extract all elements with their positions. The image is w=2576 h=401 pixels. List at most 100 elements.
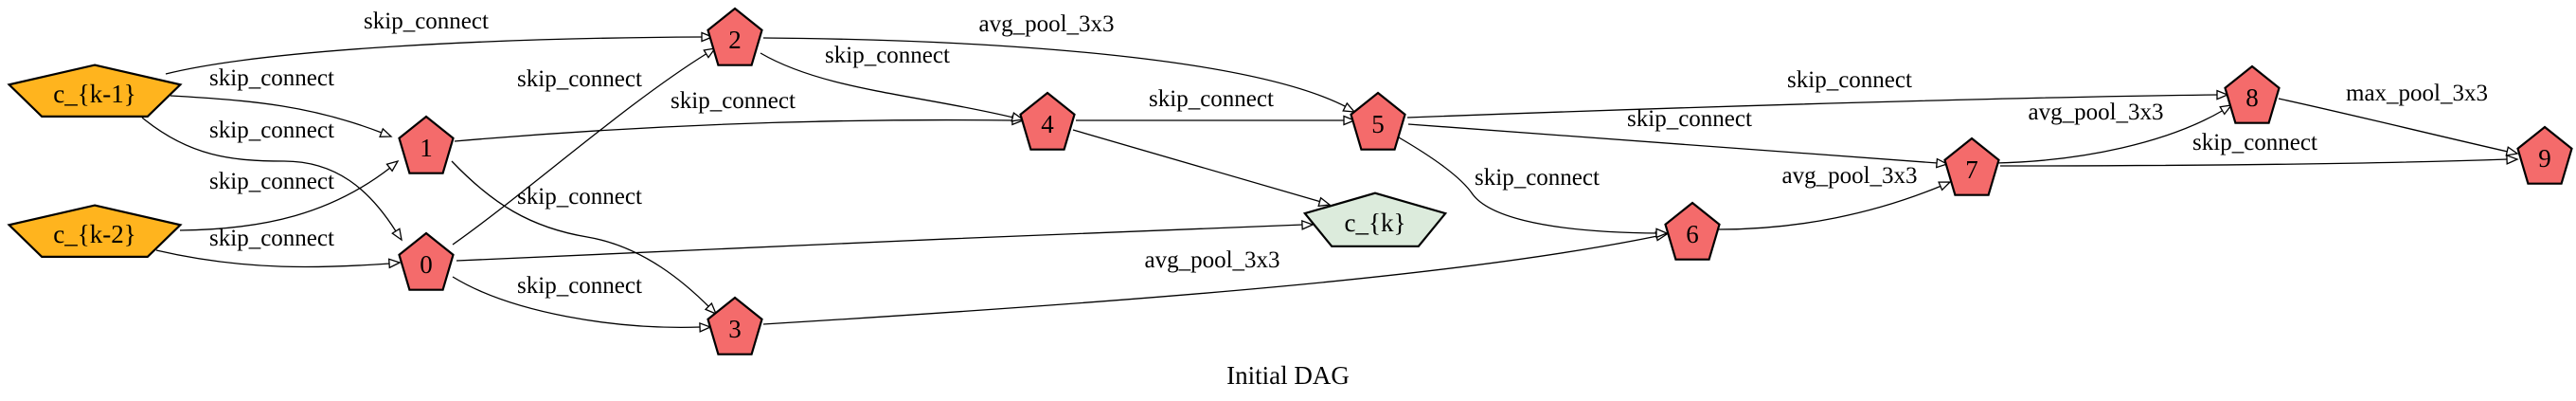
node-pentagon [1943, 137, 2000, 196]
node-n6: 6 [1664, 201, 1721, 261]
node-ck: c_{k} [1302, 191, 1448, 247]
node-pentagon [1664, 201, 1721, 261]
node-label: 7 [1965, 155, 1978, 184]
node-pentagon [7, 64, 183, 118]
edge-line [760, 52, 1014, 118]
arrowhead [379, 127, 393, 137]
edge-label: avg_pool_3x3 [1781, 163, 1917, 189]
node-pentagon [2224, 64, 2281, 124]
arrowhead [2505, 146, 2519, 156]
node-n7: 7 [1943, 137, 2000, 196]
node-n9: 9 [2516, 125, 2573, 185]
node-n5: 5 [1350, 91, 1406, 151]
edge-line [454, 118, 1014, 142]
node-label: 1 [420, 134, 433, 162]
node-label: 5 [1371, 110, 1385, 138]
edge-label: skip_connect [2192, 130, 2317, 155]
edge-line [170, 95, 383, 134]
edge-n1-to-n3 [451, 160, 718, 316]
edge-label: skip_connect [517, 66, 642, 92]
edge-label: skip_connect [1475, 165, 1600, 191]
edge-n5-to-n8 [1406, 89, 2229, 118]
node-ck1: c_{k-1} [7, 64, 183, 118]
node-pentagon [1019, 91, 1076, 151]
arrowhead [699, 321, 712, 333]
arrowhead [1301, 219, 1315, 230]
edge-label: skip_connect [517, 184, 642, 210]
node-pentagon [707, 296, 763, 355]
edge-n7-to-n8 [1995, 104, 2233, 164]
edge-n8-to-n9 [2278, 98, 2519, 156]
edge-label: skip_connect [209, 226, 334, 251]
edge-n0-to-ck [456, 219, 1315, 262]
edge-line [456, 224, 1304, 262]
edge-line [1995, 109, 2225, 164]
edge-line [155, 249, 391, 268]
arrowhead [1938, 181, 1952, 191]
node-n2: 2 [707, 7, 763, 66]
arrowhead [1343, 115, 1356, 126]
node-label: 3 [728, 315, 742, 343]
edge-line [1999, 158, 2509, 167]
edge-line [1072, 129, 1322, 203]
node-label: 4 [1041, 110, 1054, 138]
edge-n7-to-n9 [1999, 154, 2519, 167]
node-pentagon [1302, 191, 1448, 247]
node-pentagon [398, 115, 455, 174]
arrowhead [704, 301, 718, 316]
edge-n2-to-n4 [760, 52, 1025, 122]
edge-label: skip_connect [671, 88, 796, 114]
node-label: 0 [420, 250, 433, 279]
edge-label: skip_connect [825, 43, 950, 68]
edge-line [141, 117, 397, 232]
edge-line [451, 160, 711, 309]
edge-line [762, 235, 1658, 325]
arrowhead [2216, 89, 2229, 100]
node-pentagon [2516, 125, 2573, 185]
edge-line [179, 167, 391, 231]
edge-n0-to-n2 [452, 47, 717, 246]
edge-label: avg_pool_3x3 [978, 11, 1114, 37]
edge-label: max_pool_3x3 [2346, 81, 2488, 106]
edge-n2-to-n5 [762, 37, 1356, 113]
arrowhead [703, 47, 717, 59]
edge-label: skip_connect [1627, 106, 1752, 132]
node-label: 2 [728, 26, 742, 54]
edge-label: skip_connect [209, 118, 334, 143]
edge-label: skip_connect [1787, 67, 1912, 93]
arrowhead [1655, 228, 1669, 239]
edge-n4-to-ck [1072, 129, 1332, 208]
edge-n4-to-n5 [1076, 115, 1356, 126]
node-label: 9 [2538, 144, 2551, 173]
edge-n5-to-n6 [1398, 137, 1669, 239]
node-label: c_{k-1} [53, 80, 135, 108]
arrowhead [1935, 157, 1949, 169]
edge-ck2-to-n0 [155, 249, 402, 269]
arrowhead [391, 228, 402, 242]
edge-n3-to-n6 [762, 230, 1669, 325]
node-n3: 3 [707, 296, 763, 355]
edge-ck2-to-n1 [179, 159, 400, 231]
arrowhead [2219, 104, 2233, 116]
edge-ck1-to-n1 [170, 95, 393, 137]
edge-line [452, 276, 702, 328]
edge-label: avg_pool_3x3 [2028, 100, 2163, 125]
nodes-layer: c_{k-1} c_{k-2} 0 1 2 3 4 5 6 7 8 9 c_{k} [7, 7, 2573, 355]
edge-n1-to-n4 [454, 115, 1025, 142]
edge-label: skip_connect [364, 9, 489, 34]
edge-line [1398, 137, 1660, 234]
edge-label: avg_pool_3x3 [1144, 247, 1279, 273]
edge-line [1718, 185, 1942, 230]
node-n4: 4 [1019, 91, 1076, 151]
edge-line [165, 36, 704, 75]
edge-n6-to-n7 [1718, 181, 1952, 230]
node-pentagon [707, 7, 763, 66]
node-n1: 1 [398, 115, 455, 174]
node-label: 8 [2245, 83, 2259, 112]
edge-label: skip_connect [209, 169, 334, 194]
node-pentagon [7, 204, 183, 258]
edge-label: skip_connect [209, 65, 334, 91]
node-pentagon [1350, 91, 1406, 151]
edge-ck1-to-n2 [165, 31, 714, 75]
